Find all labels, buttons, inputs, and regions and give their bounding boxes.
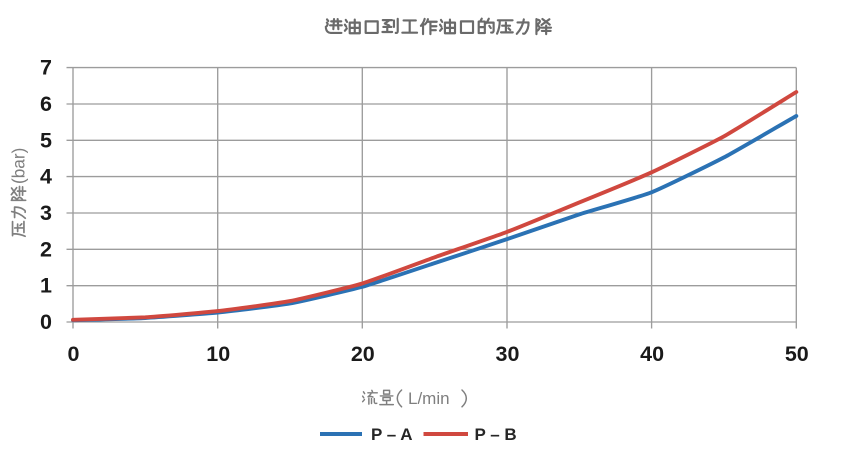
svg-text:10: 10 bbox=[206, 342, 230, 366]
svg-text:3: 3 bbox=[40, 201, 52, 225]
svg-text:0: 0 bbox=[40, 310, 52, 334]
svg-text:1: 1 bbox=[40, 274, 52, 298]
svg-text:30: 30 bbox=[496, 342, 520, 366]
svg-text:7: 7 bbox=[40, 56, 52, 80]
svg-text:5: 5 bbox=[40, 128, 52, 152]
svg-text:40: 40 bbox=[640, 342, 664, 366]
svg-text:20: 20 bbox=[351, 342, 375, 366]
svg-text:2: 2 bbox=[40, 237, 52, 261]
svg-text:P – B: P – B bbox=[475, 425, 517, 444]
svg-text:50: 50 bbox=[785, 342, 809, 366]
svg-text:(bar): (bar) bbox=[9, 148, 29, 184]
svg-text:0: 0 bbox=[68, 342, 80, 366]
svg-text:4: 4 bbox=[40, 165, 52, 189]
svg-text:6: 6 bbox=[40, 92, 52, 116]
svg-text:P – A: P – A bbox=[371, 425, 413, 444]
svg-text:L/min: L/min bbox=[408, 389, 450, 408]
